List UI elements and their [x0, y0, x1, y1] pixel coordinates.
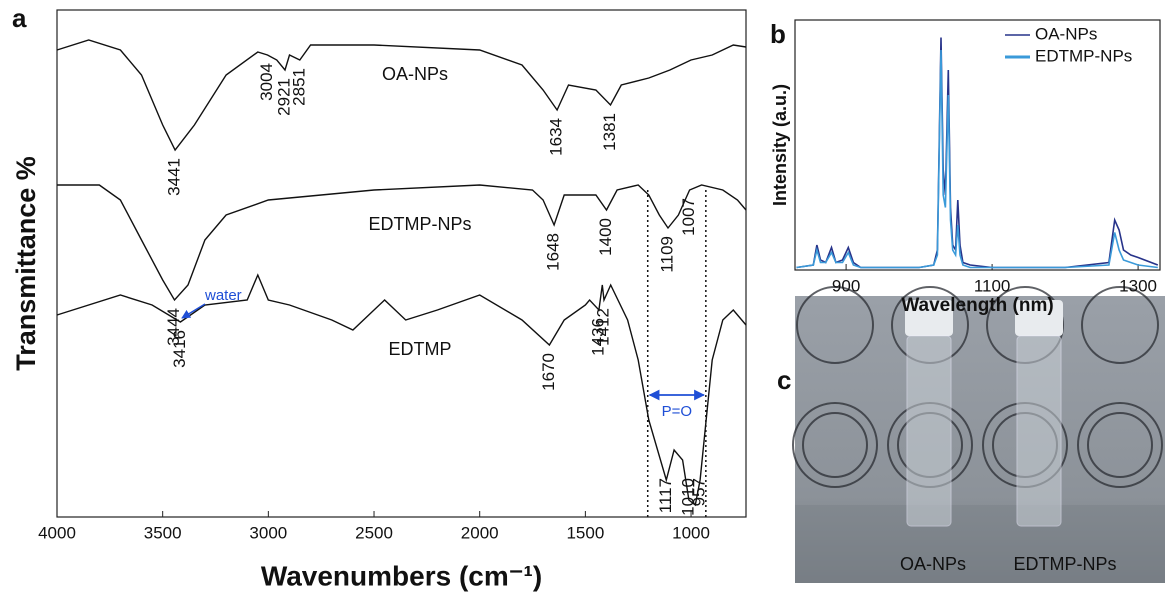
peak-label: 3444: [164, 308, 183, 346]
peak-label: 3416: [170, 330, 189, 368]
x-tick-label: 4000: [38, 523, 76, 542]
annotation-arrow: [181, 303, 206, 319]
x-tick-label: 3000: [249, 523, 287, 542]
x-tick-label: 2500: [355, 523, 393, 542]
vial-label: EDTMP-NPs: [1014, 554, 1117, 574]
annotation: P=O: [662, 403, 692, 420]
plot-frame: [794, 19, 1161, 271]
annotation: water: [204, 287, 242, 304]
peak-label: 1412: [593, 308, 612, 346]
peak-label: 1010: [678, 478, 697, 516]
y-axis-label: Transmittance %: [11, 156, 41, 371]
y-axis-label: Intensity (a.u.): [770, 84, 790, 206]
x-tick-label: 900: [832, 276, 860, 295]
peak-label: 1381: [600, 113, 619, 151]
panel-label: b: [770, 19, 786, 49]
panel-label: a: [12, 3, 27, 33]
peak-label: 3441: [165, 158, 184, 196]
legend-label: EDTMP-NPs: [1035, 46, 1132, 65]
x-tick-label: 3500: [144, 523, 182, 542]
peak-label: 1670: [539, 353, 558, 391]
x-tick-label: 1500: [566, 523, 604, 542]
peak-label: 1007: [679, 198, 698, 236]
peak-label: 3004: [257, 63, 276, 101]
series-line: [796, 37, 1159, 269]
series-line: [796, 49, 1158, 269]
x-tick-label: 1100: [974, 276, 1011, 295]
series-label: EDTMP-NPs: [369, 214, 472, 234]
peak-label: 1634: [547, 118, 566, 156]
peak-label: 1436: [588, 318, 607, 356]
photo: [792, 286, 1165, 583]
peak-label: 1400: [596, 218, 615, 256]
x-axis-label: Wavelength (nm): [901, 295, 1053, 316]
series-line: [56, 273, 747, 507]
x-tick-label: 2000: [461, 523, 499, 542]
series-line: [57, 184, 747, 302]
vial-label: OA-NPs: [900, 554, 966, 574]
series-label: EDTMP: [389, 339, 452, 359]
panel-label: c: [777, 365, 791, 395]
peak-label: 2851: [289, 68, 308, 106]
x-tick-label: 1000: [672, 523, 710, 542]
series-line: [56, 39, 747, 152]
x-tick-label: 1300: [1119, 276, 1157, 295]
x-axis-label: Wavenumbers (cm⁻¹): [261, 560, 542, 591]
peak-label: 1648: [544, 233, 563, 271]
peak-label: 1117: [656, 478, 675, 513]
peak-label: 1109: [657, 236, 676, 273]
peak-label: 957: [690, 478, 709, 506]
peak-label: 2921: [275, 78, 294, 116]
plot-frame: [56, 9, 747, 518]
series-label: OA-NPs: [382, 64, 448, 84]
legend-label: OA-NPs: [1035, 24, 1097, 43]
